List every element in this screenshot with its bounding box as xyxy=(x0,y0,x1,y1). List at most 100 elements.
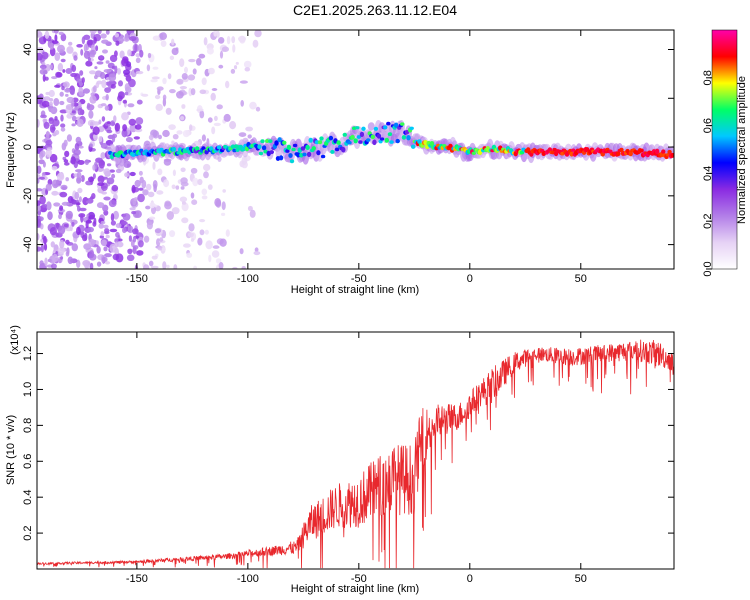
spectrogram-cell xyxy=(57,247,65,255)
spectrogram-cell xyxy=(39,151,44,160)
spectrogram-cell xyxy=(245,126,254,132)
spectrogram-cell xyxy=(169,55,175,60)
spectrogram-cell xyxy=(119,50,125,59)
spectrogram-cell xyxy=(89,250,95,259)
colorbar-tick-label: 0.2 xyxy=(702,214,714,229)
spectrogram-cell xyxy=(82,88,90,94)
spectrogram-cell xyxy=(100,220,106,225)
spectrogram-cell xyxy=(100,71,106,80)
spectrogram-cell xyxy=(96,80,103,85)
spectrogram-cell xyxy=(221,46,229,52)
spectrogram-cell xyxy=(59,205,64,211)
spectrogram-cell xyxy=(278,155,284,161)
spectrogram-cell xyxy=(109,243,117,253)
spectrogram-cell xyxy=(162,77,167,85)
spectrogram-cell xyxy=(146,221,153,230)
spectrogram-cell xyxy=(135,57,141,64)
spectrogram-cell xyxy=(63,223,69,228)
spectrogram-cell xyxy=(110,213,115,222)
spectrogram-cell xyxy=(45,148,53,158)
spectrogram-cell xyxy=(89,95,97,104)
spectrogram-cell xyxy=(134,179,141,188)
spectrogram-cell xyxy=(89,70,96,75)
spectrogram-x-tick-label: 50 xyxy=(575,273,587,285)
spectrogram-cell xyxy=(319,136,324,141)
spectrogram-cell xyxy=(78,91,84,97)
spectrogram-cell xyxy=(122,99,128,104)
spectrogram-cell xyxy=(207,117,213,123)
spectrogram-cell xyxy=(126,254,135,262)
spectrogram-cell xyxy=(75,169,83,173)
spectrogram-cell xyxy=(58,213,62,220)
spectrogram-cell xyxy=(163,158,172,166)
colorbar-tick-label: 0.8 xyxy=(702,70,714,85)
spectrogram-cell xyxy=(197,178,203,186)
spectrogram-cell xyxy=(366,138,371,142)
spectrogram-cell xyxy=(64,150,70,158)
spectrogram-cell xyxy=(75,136,82,144)
spectrogram-cell xyxy=(88,214,95,220)
spectrogram-cell xyxy=(373,126,379,131)
spectrogram-cell xyxy=(210,92,216,101)
spectrogram-cell xyxy=(132,245,139,250)
spectrogram-cell xyxy=(249,209,256,218)
spectrogram-cell xyxy=(127,49,132,57)
spectrogram-cell xyxy=(108,199,117,208)
spectrogram-cell xyxy=(43,243,48,251)
spectrogram-cell xyxy=(127,78,136,88)
spectrogram-cell xyxy=(127,103,135,108)
spectrogram-cell xyxy=(189,124,193,131)
spectrogram-y-tick-label: 20 xyxy=(22,92,34,104)
spectrogram-cell xyxy=(180,186,185,190)
spectrogram-cell xyxy=(63,81,70,88)
spectrogram-cell xyxy=(39,68,48,75)
spectrogram-cell xyxy=(76,171,82,179)
spectrogram-cell xyxy=(383,125,388,130)
spectrogram-cell xyxy=(118,80,123,87)
spectrogram-cell xyxy=(106,121,111,125)
spectrogram-cell xyxy=(239,80,248,84)
spectrogram-cell xyxy=(162,261,167,269)
spectrogram-cell xyxy=(448,143,453,149)
spectrogram-cell xyxy=(216,30,220,38)
spectrogram-cell xyxy=(176,130,183,135)
figure-title: C2E1.2025.263.11.12.E04 xyxy=(293,2,457,18)
spectrogram-cell xyxy=(100,142,108,149)
spectrogram-cell xyxy=(214,198,222,207)
spectrogram-cell xyxy=(132,236,137,243)
spectrogram-frame xyxy=(36,29,675,270)
spectrogram-cell xyxy=(190,88,196,96)
spectrogram-cell xyxy=(151,76,160,80)
spectrogram-cell xyxy=(106,129,113,134)
spectrogram-cell xyxy=(260,139,265,144)
spectrogram-cell xyxy=(148,134,154,141)
spectrogram-cell xyxy=(70,72,78,78)
spectrogram-cell xyxy=(96,246,101,254)
spectrogram-cell xyxy=(77,187,83,194)
spectrogram-cell xyxy=(65,251,70,257)
spectrogram-cell xyxy=(90,92,95,97)
spectrogram-cell xyxy=(376,133,382,139)
spectrogram-cell xyxy=(38,176,46,180)
spectrogram-cell xyxy=(42,51,49,60)
spectrogram-cell xyxy=(336,140,341,145)
spectrogram-cell xyxy=(138,240,144,248)
spectrogram-cell xyxy=(61,201,70,206)
spectrogram-cell xyxy=(171,38,175,46)
spectrogram-cell xyxy=(235,61,239,65)
spectrogram-cell xyxy=(98,119,102,125)
spectrogram-cell xyxy=(48,89,55,98)
spectrogram-cell xyxy=(88,176,95,183)
spectrogram-cell xyxy=(100,152,106,159)
spectrogram-cell xyxy=(168,124,176,130)
spectrogram-cell xyxy=(150,79,158,83)
spectrogram-cell xyxy=(370,134,375,140)
spectrogram-cell xyxy=(201,188,208,196)
spectrogram-cell xyxy=(62,69,66,73)
spectrogram-cell xyxy=(616,151,621,157)
spectrogram-cell xyxy=(122,227,127,234)
spectrogram-cell xyxy=(204,229,209,235)
spectrogram-cell xyxy=(114,241,119,248)
spectrogram-cell xyxy=(65,93,69,97)
spectrogram-cell xyxy=(243,60,252,69)
